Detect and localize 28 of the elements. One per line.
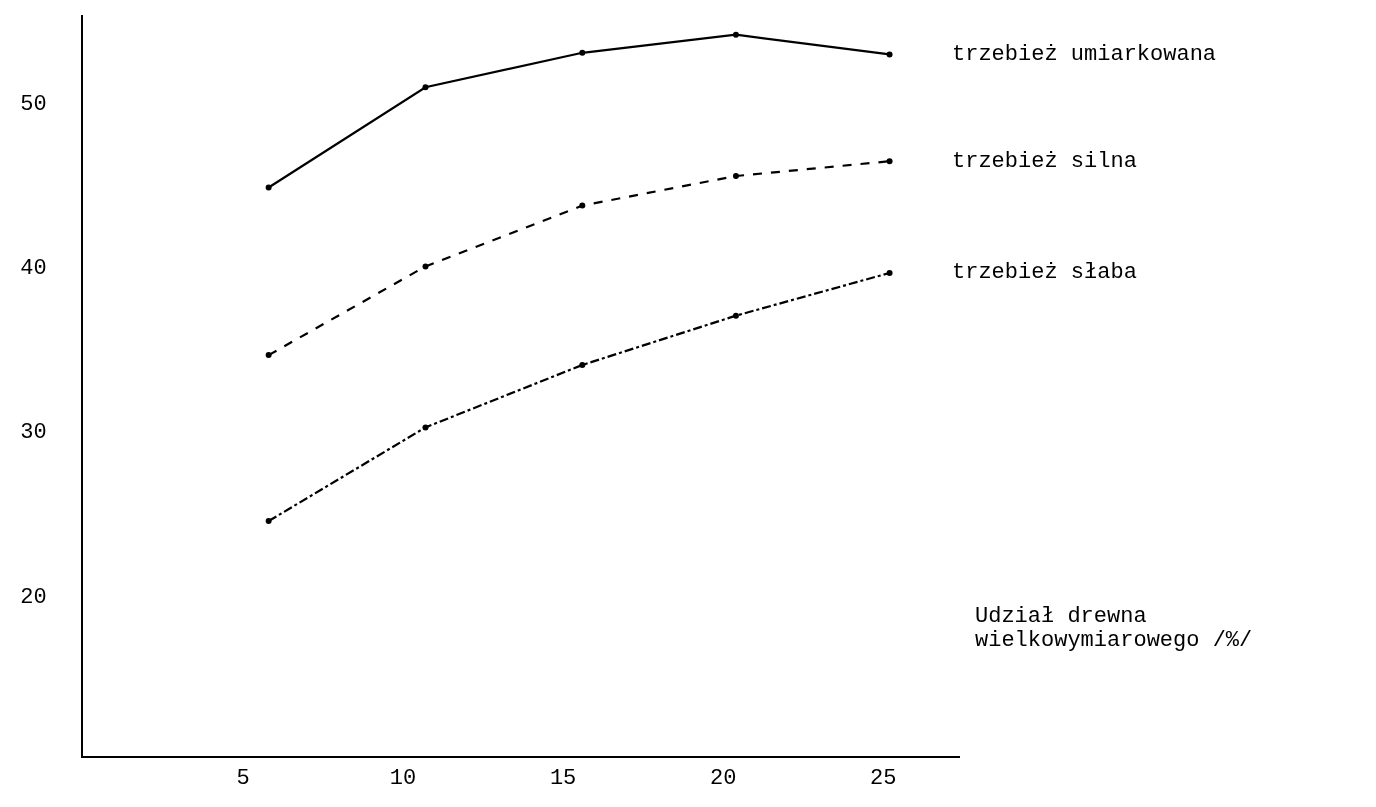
- x-tick-label: 15: [549, 766, 577, 792]
- point: [732, 31, 739, 38]
- point: [265, 518, 272, 525]
- x-axis-title: Udział drewna wielkowymiarowego /%/: [975, 604, 1254, 653]
- y-tick-label: 30: [20, 420, 47, 446]
- y-tick-label: 50: [20, 91, 47, 117]
- point: [886, 158, 893, 165]
- text: trzebież silna: [952, 149, 1137, 174]
- x-tick-label: 25: [869, 766, 897, 792]
- point: [886, 51, 893, 58]
- point: [422, 263, 429, 270]
- point: [579, 49, 586, 56]
- x-tick-label: 20: [709, 766, 737, 792]
- point: [422, 84, 429, 91]
- x-tick-label: 5: [236, 766, 250, 792]
- point: [732, 173, 739, 180]
- point: [265, 352, 272, 359]
- text: trzebież słaba: [952, 260, 1137, 285]
- x-tick-label: 10: [389, 766, 417, 792]
- text: trzebież umiarkowana: [952, 42, 1217, 67]
- point: [265, 184, 272, 191]
- point: [886, 269, 893, 276]
- point: [579, 361, 586, 368]
- point: [579, 202, 586, 209]
- point: [422, 424, 429, 431]
- point: [732, 312, 739, 319]
- y-tick-label: 20: [20, 584, 47, 610]
- y-tick-label: 40: [20, 256, 47, 282]
